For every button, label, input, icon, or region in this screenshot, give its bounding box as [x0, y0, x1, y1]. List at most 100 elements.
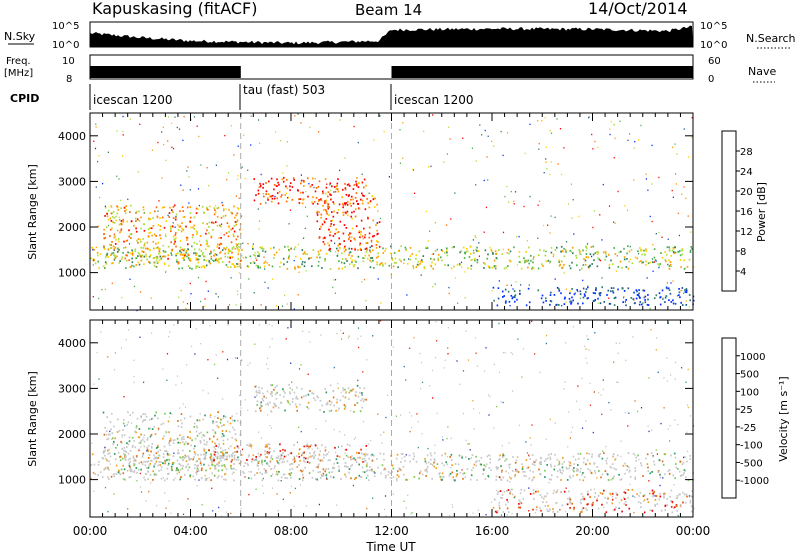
echo-cell [362, 400, 365, 403]
echo-cell [189, 259, 192, 262]
echo-cell [643, 249, 645, 252]
echo-cell [274, 465, 276, 467]
echo-cell [211, 464, 214, 466]
echo-cell [671, 500, 674, 503]
echo-cell [399, 162, 401, 164]
echo-cell [628, 250, 631, 253]
echo-cell [253, 292, 255, 294]
echo-cell [124, 454, 126, 456]
echo-cell [107, 151, 109, 153]
echo-cell [241, 448, 244, 451]
echo-cell [289, 392, 292, 395]
echo-cell [225, 511, 228, 513]
echo-cell [382, 247, 384, 250]
echo-cell [210, 459, 212, 462]
echo-cell [272, 473, 274, 475]
echo-cell [183, 443, 186, 446]
echo-cell [233, 216, 236, 219]
echo-cell [622, 496, 625, 499]
echo-cell [330, 239, 333, 242]
echo-cell [599, 452, 602, 455]
echo-cell [405, 248, 407, 250]
echo-cell [422, 473, 424, 476]
echo-cell [563, 303, 566, 305]
echo-cell [181, 248, 183, 251]
echo-cell [182, 253, 185, 256]
echo-cell [285, 192, 288, 194]
echo-cell [236, 290, 238, 292]
echo-cell [496, 468, 498, 470]
echo-cell [490, 250, 493, 252]
echo-cell [650, 329, 652, 331]
echo-cell [216, 207, 219, 210]
echo-cell [181, 436, 183, 439]
echo-cell [317, 186, 320, 188]
echo-cell [360, 231, 362, 233]
echo-cell [462, 137, 464, 139]
echo-cell [447, 264, 449, 267]
echo-cell [199, 235, 202, 237]
nsky-label: N.Sky [4, 30, 36, 43]
echo-cell [447, 426, 449, 428]
echo-cell [494, 510, 497, 513]
echo-cell [138, 436, 141, 439]
echo-cell [634, 400, 636, 402]
echo-cell [505, 458, 508, 461]
echo-cell [648, 480, 650, 482]
echo-cell [487, 265, 490, 268]
echo-cell [409, 430, 411, 433]
echo-cell [321, 475, 323, 477]
echo-cell [227, 447, 230, 450]
echo-cell [644, 299, 646, 301]
echo-cell [208, 261, 211, 263]
echo-cell [526, 240, 528, 242]
echo-cell [312, 202, 314, 205]
echo-cell [235, 223, 237, 226]
echo-cell [147, 450, 149, 453]
echo-cell [444, 359, 446, 361]
echo-cell [175, 215, 177, 218]
echo-cell [328, 228, 330, 231]
echo-cell [581, 377, 583, 380]
echo-cell [227, 250, 230, 253]
echo-cell [192, 475, 195, 478]
echo-cell [212, 510, 214, 512]
echo-cell [546, 510, 549, 512]
echo-cell [303, 457, 305, 460]
echo-cell [196, 252, 198, 255]
echo-cell [126, 424, 128, 426]
echo-cell [283, 473, 286, 476]
echo-cell [322, 190, 324, 193]
echo-cell [221, 430, 224, 432]
echo-cell [569, 267, 572, 270]
echo-cell [584, 295, 586, 297]
echo-cell [316, 220, 319, 223]
echo-cell [127, 411, 129, 414]
echo-cell [525, 441, 527, 443]
echo-cell [111, 241, 113, 243]
echo-cell [558, 462, 561, 465]
echo-cell [636, 294, 639, 296]
echo-cell [231, 256, 234, 259]
echo-cell [529, 458, 531, 460]
echo-cell [222, 452, 224, 455]
echo-cell [104, 206, 107, 209]
echo-cell [369, 251, 372, 253]
echo-cell [229, 250, 232, 253]
echo-cell [543, 172, 545, 174]
echo-cell [659, 296, 662, 298]
echo-cell [229, 257, 231, 259]
echo-cell [144, 479, 146, 481]
echo-cell [206, 245, 209, 248]
echo-cell [202, 252, 204, 254]
echo-cell [356, 451, 358, 454]
x-tick-label: 00:00 [73, 524, 108, 538]
echo-cell [166, 477, 168, 480]
echo-cell [324, 258, 326, 260]
echo-cell [195, 257, 198, 260]
echo-cell [582, 249, 584, 252]
echo-cell [333, 428, 335, 431]
echo-cell [225, 457, 227, 460]
colorbar-tick-label: 16 [740, 207, 753, 218]
echo-cell [353, 410, 355, 413]
